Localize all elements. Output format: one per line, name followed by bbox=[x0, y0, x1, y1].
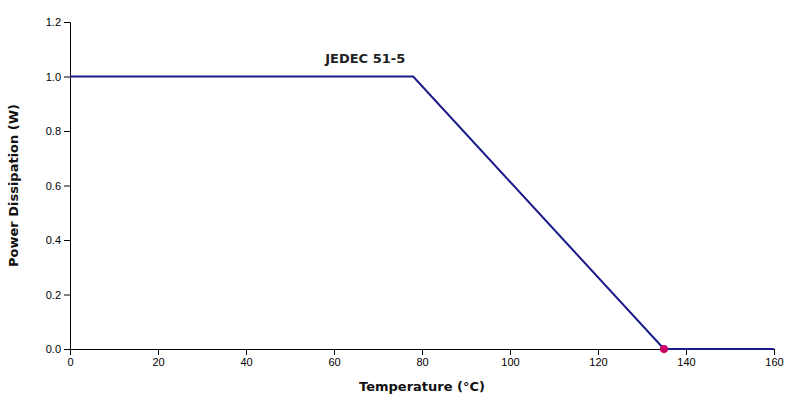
annotation: JEDEC 51-5 bbox=[324, 51, 405, 66]
point bbox=[660, 345, 668, 353]
x-tick: 80 bbox=[416, 349, 428, 368]
y-tick-mark bbox=[64, 131, 70, 132]
y-tick: 1.2 bbox=[46, 16, 70, 28]
x-tick-label: 100 bbox=[501, 356, 519, 368]
x-tick-label: 120 bbox=[589, 356, 607, 368]
x-tick-label: 40 bbox=[240, 356, 252, 368]
x-axis-title: Temperature (°C) bbox=[359, 379, 485, 394]
y-tick-label: 0.2 bbox=[46, 289, 61, 301]
x-tick: 140 bbox=[677, 349, 695, 368]
x-tick: 100 bbox=[501, 349, 519, 368]
y-tick: 0.4 bbox=[46, 234, 70, 246]
x-tick: 40 bbox=[240, 349, 252, 368]
y-tick-mark bbox=[64, 186, 70, 187]
x-tick-label: 60 bbox=[328, 356, 340, 368]
line bbox=[70, 77, 774, 350]
y-tick-mark bbox=[64, 77, 70, 78]
y-tick: 0.0 bbox=[46, 343, 70, 355]
y-tick-label: 1.0 bbox=[46, 71, 61, 83]
x-tick-mark bbox=[246, 349, 247, 355]
y-tick: 1.0 bbox=[46, 71, 70, 83]
plot: 0 20 40 60 80 100 120 140 160 0.0 0.2 0.4 0.6 0.8 1.0 1… bbox=[46, 16, 784, 368]
y-tick-label: 0.0 bbox=[46, 343, 61, 355]
x-tick-mark bbox=[158, 349, 159, 355]
y-axis-title: Power Dissipation (W) bbox=[6, 104, 21, 267]
x-tick: 60 bbox=[328, 349, 340, 368]
y-tick: 0.2 bbox=[46, 289, 70, 301]
y-tick-mark bbox=[64, 240, 70, 241]
y-tick-mark bbox=[64, 295, 70, 296]
x-tick-mark bbox=[510, 349, 511, 355]
x-tick-label: 140 bbox=[677, 356, 695, 368]
y-tick-label: 0.8 bbox=[46, 125, 61, 137]
x-tick: 20 bbox=[152, 349, 164, 368]
x-tick-label: 80 bbox=[416, 356, 428, 368]
x-tick: 120 bbox=[589, 349, 607, 368]
x-tick-label: 20 bbox=[152, 356, 164, 368]
chart: 0 20 40 60 80 100 120 140 160 0.0 0.2 0.4 0.6 0.8 1.0 1… bbox=[0, 0, 802, 401]
x-tick: 0 bbox=[67, 349, 73, 368]
y-axis: 0.0 0.2 0.4 0.6 0.8 1.0 1.2 bbox=[46, 16, 71, 355]
y-tick-mark bbox=[64, 349, 70, 350]
x-tick-label: 160 bbox=[765, 356, 783, 368]
x-tick-mark bbox=[422, 349, 423, 355]
y-tick-mark bbox=[64, 22, 70, 23]
x-axis-line bbox=[71, 350, 775, 356]
x-tick-mark bbox=[774, 349, 775, 355]
y-tick-label: 1.2 bbox=[46, 16, 61, 28]
y-tick: 0.6 bbox=[46, 180, 70, 192]
x-tick-mark bbox=[598, 349, 599, 355]
x-axis: 0 20 40 60 80 100 120 140 160 bbox=[67, 349, 783, 368]
marks bbox=[70, 77, 774, 354]
y-tick-label: 0.4 bbox=[46, 234, 61, 246]
y-tick-label: 0.6 bbox=[46, 180, 61, 192]
x-tick: 160 bbox=[765, 349, 783, 368]
y-tick: 0.8 bbox=[46, 125, 70, 137]
y-axis-line bbox=[64, 23, 71, 350]
x-tick-mark bbox=[334, 349, 335, 355]
x-tick-label: 0 bbox=[67, 356, 73, 368]
